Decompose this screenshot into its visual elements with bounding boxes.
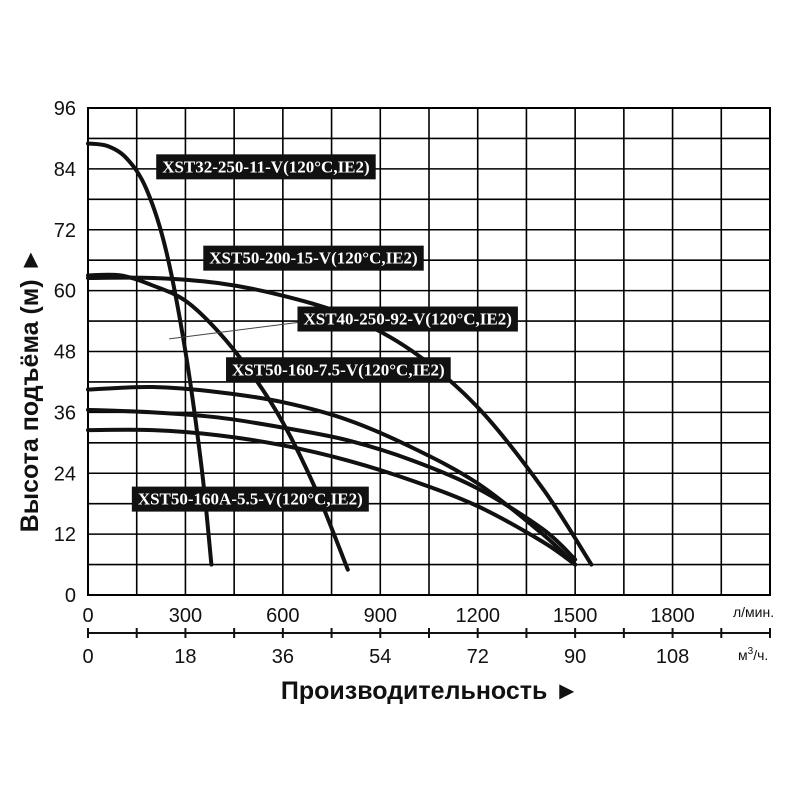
y-tick-label: 24 <box>54 463 76 485</box>
curve-label-box <box>131 486 369 512</box>
curve-label: XST32-250-11-V(120°C,IE2) <box>156 154 376 180</box>
x-tick-label-secondary: 18 <box>174 646 196 668</box>
y-tick-label: 36 <box>54 402 76 424</box>
x-tick-label-secondary: 72 <box>467 646 489 668</box>
y-tick-label: 48 <box>54 342 76 364</box>
axes: 0 12 24 36 48 60 72 84 96 0 300 600 900 1200 1500 1800 0… <box>54 98 771 668</box>
y-tick-label: 72 <box>54 220 76 242</box>
x-axis-title: Производительность ► <box>281 677 579 705</box>
y-tick-label: 96 <box>54 98 76 120</box>
x-unit-primary: л/мин. <box>733 604 774 620</box>
plot-frame <box>87 107 771 596</box>
y-tick-label: 84 <box>54 159 76 181</box>
x-tick-label-secondary: 108 <box>656 646 689 668</box>
x-tick-label-secondary: 54 <box>369 646 391 668</box>
curve-label: XST50-200-15-V(120°C,IE2) <box>203 245 424 271</box>
x-tick-label-primary: 600 <box>266 605 299 627</box>
x-tick-label-primary: 0 <box>82 605 93 627</box>
x-unit-secondary: м3/ч. <box>738 646 768 663</box>
x-tick-label-primary: 300 <box>169 605 202 627</box>
x-tick-label-primary: 1200 <box>455 605 500 627</box>
y-tick-label: 12 <box>54 524 76 546</box>
curve-label-box <box>226 357 451 383</box>
performance-curve <box>86 427 578 567</box>
x-unit-secondary-tail: /ч. <box>753 647 768 663</box>
y-axis-title: Высота подъёма (м) ► <box>16 248 44 533</box>
x-tick-label-primary: 900 <box>364 605 397 627</box>
performance-curve <box>86 141 214 567</box>
grid <box>87 107 771 596</box>
curve-labels: XST32-250-11-V(120°C,IE2) XST50-200-15-V(… <box>131 154 518 512</box>
y-tick-label: 60 <box>54 281 76 303</box>
label-leader-line <box>169 322 298 340</box>
performance-curve <box>86 272 350 572</box>
x-tick-label-primary: 1500 <box>553 605 598 627</box>
x-unit-secondary-base: м <box>738 647 748 663</box>
x-unit-secondary-sup: 3 <box>748 646 754 657</box>
x-tick-label-secondary: 90 <box>564 646 586 668</box>
x-tick-label-secondary: 36 <box>272 646 294 668</box>
curve-label-text: XST32-250-11-V(120°C,IE2) <box>162 157 370 176</box>
x-tick-label-primary: 1800 <box>650 605 695 627</box>
x-tick-label-secondary: 0 <box>82 646 93 668</box>
curve-label: XST40-250-92-V(120°C,IE2) <box>297 306 518 332</box>
y-tick-label: 0 <box>65 585 76 607</box>
curve-label-text: XST50-160A-5.5-V(120°C,IE2) <box>138 490 363 509</box>
performance-curve <box>86 407 578 562</box>
curve-label-box <box>297 306 518 332</box>
curve-label-box <box>156 154 376 180</box>
curve-label: XST50-160A-5.5-V(120°C,IE2) <box>131 486 369 512</box>
curve-label: XST50-160-7.5-V(120°C,IE2) <box>226 357 451 383</box>
curve-label-text: XST50-160-7.5-V(120°C,IE2) <box>232 360 445 379</box>
curve-label-box <box>203 245 424 271</box>
curve-label-text: XST40-250-92-V(120°C,IE2) <box>303 310 511 329</box>
curve-label-text: XST50-200-15-V(120°C,IE2) <box>209 249 417 268</box>
